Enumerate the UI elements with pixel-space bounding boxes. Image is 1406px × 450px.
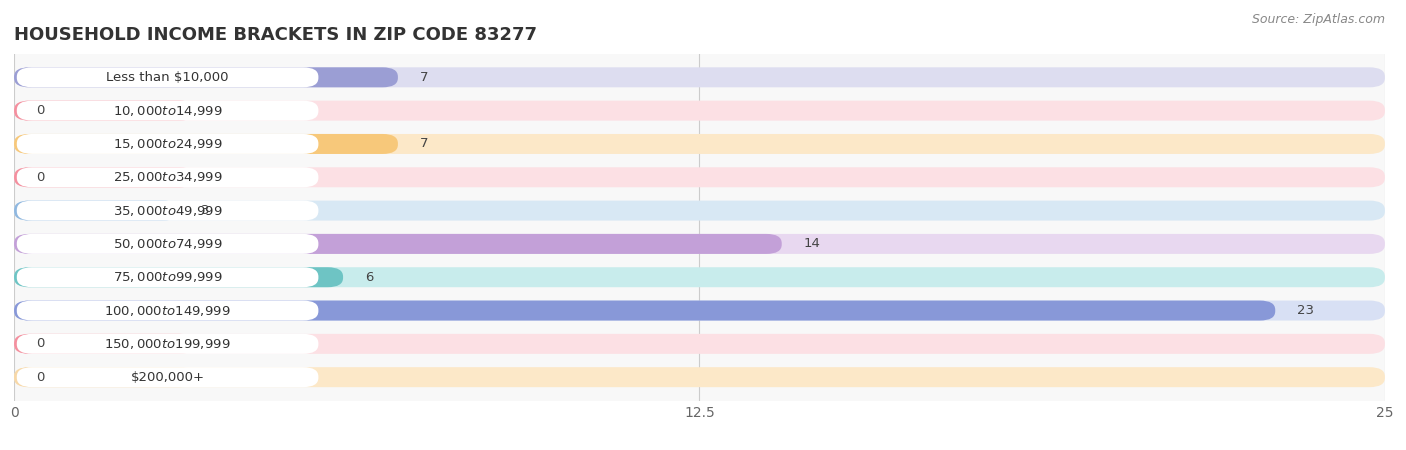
FancyBboxPatch shape xyxy=(17,101,318,121)
Text: $15,000 to $24,999: $15,000 to $24,999 xyxy=(112,137,222,151)
FancyBboxPatch shape xyxy=(14,367,195,387)
FancyBboxPatch shape xyxy=(17,201,318,220)
FancyBboxPatch shape xyxy=(17,234,318,254)
Text: $150,000 to $199,999: $150,000 to $199,999 xyxy=(104,337,231,351)
FancyBboxPatch shape xyxy=(17,301,318,320)
FancyBboxPatch shape xyxy=(14,101,1385,121)
FancyBboxPatch shape xyxy=(14,201,1385,220)
FancyBboxPatch shape xyxy=(17,334,318,354)
FancyBboxPatch shape xyxy=(14,267,1385,287)
FancyBboxPatch shape xyxy=(17,68,318,87)
FancyBboxPatch shape xyxy=(14,201,179,220)
Text: Less than $10,000: Less than $10,000 xyxy=(107,71,229,84)
FancyBboxPatch shape xyxy=(14,167,195,187)
Text: Source: ZipAtlas.com: Source: ZipAtlas.com xyxy=(1251,14,1385,27)
Text: 7: 7 xyxy=(420,137,429,150)
FancyBboxPatch shape xyxy=(14,234,782,254)
Text: 23: 23 xyxy=(1298,304,1315,317)
Text: 0: 0 xyxy=(37,371,45,384)
Text: $50,000 to $74,999: $50,000 to $74,999 xyxy=(112,237,222,251)
Text: $100,000 to $149,999: $100,000 to $149,999 xyxy=(104,304,231,318)
Text: 0: 0 xyxy=(37,338,45,351)
Text: HOUSEHOLD INCOME BRACKETS IN ZIP CODE 83277: HOUSEHOLD INCOME BRACKETS IN ZIP CODE 83… xyxy=(14,26,537,44)
Text: 14: 14 xyxy=(804,238,821,250)
FancyBboxPatch shape xyxy=(14,101,195,121)
Text: 3: 3 xyxy=(201,204,209,217)
FancyBboxPatch shape xyxy=(14,234,1385,254)
Text: 0: 0 xyxy=(37,104,45,117)
Text: $25,000 to $34,999: $25,000 to $34,999 xyxy=(112,170,222,184)
Text: $10,000 to $14,999: $10,000 to $14,999 xyxy=(112,104,222,117)
FancyBboxPatch shape xyxy=(17,367,318,387)
FancyBboxPatch shape xyxy=(17,167,318,187)
FancyBboxPatch shape xyxy=(17,134,318,154)
Text: $75,000 to $99,999: $75,000 to $99,999 xyxy=(112,270,222,284)
FancyBboxPatch shape xyxy=(14,334,195,354)
Text: 6: 6 xyxy=(366,271,374,284)
Text: 0: 0 xyxy=(37,171,45,184)
FancyBboxPatch shape xyxy=(14,301,1385,320)
FancyBboxPatch shape xyxy=(14,367,1385,387)
FancyBboxPatch shape xyxy=(14,68,398,87)
FancyBboxPatch shape xyxy=(14,334,1385,354)
FancyBboxPatch shape xyxy=(14,134,1385,154)
Text: $200,000+: $200,000+ xyxy=(131,371,205,384)
FancyBboxPatch shape xyxy=(14,301,1275,320)
Text: $35,000 to $49,999: $35,000 to $49,999 xyxy=(112,203,222,218)
Text: 7: 7 xyxy=(420,71,429,84)
FancyBboxPatch shape xyxy=(14,134,398,154)
FancyBboxPatch shape xyxy=(14,68,1385,87)
FancyBboxPatch shape xyxy=(17,267,318,287)
FancyBboxPatch shape xyxy=(14,267,343,287)
FancyBboxPatch shape xyxy=(14,167,1385,187)
